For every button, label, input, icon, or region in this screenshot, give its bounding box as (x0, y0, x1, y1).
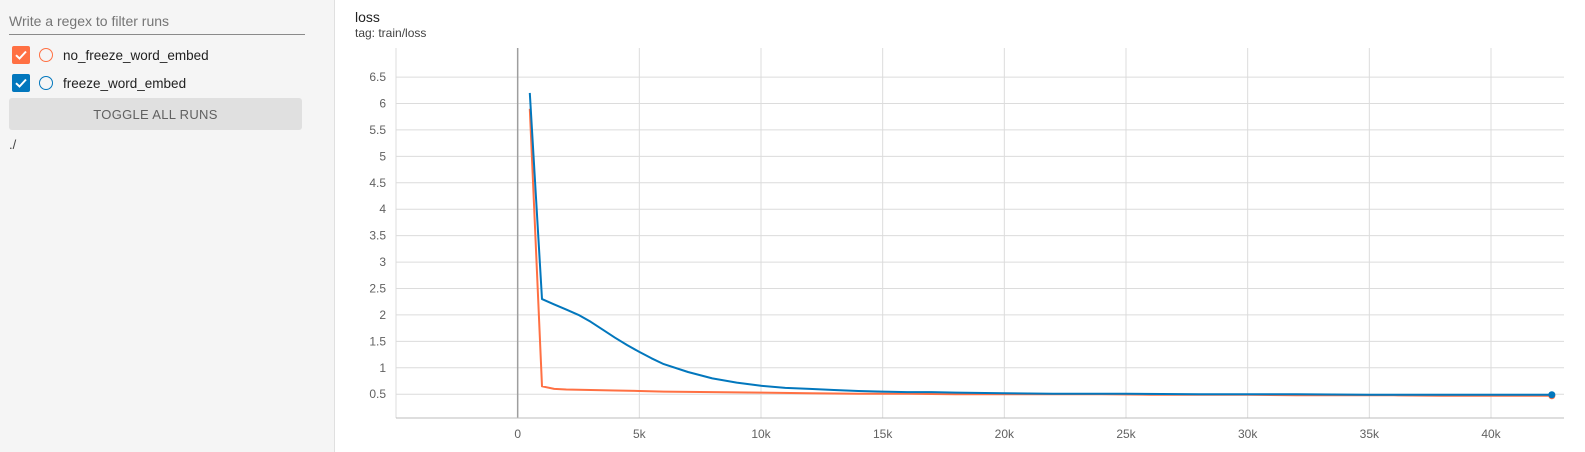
series-line-no-freeze-word-embed (528, 108, 1552, 397)
y-tick-label: 6 (379, 97, 386, 111)
y-tick-label: 2 (379, 308, 386, 322)
y-tick-label: 1 (379, 361, 386, 375)
x-tick-label: 5k (633, 427, 647, 441)
checkmark-icon (15, 78, 27, 88)
checkmark-icon (15, 50, 27, 60)
run-color-ring-icon[interactable] (39, 76, 53, 90)
checkbox-no-freeze-word-embed[interactable] (12, 46, 30, 64)
series-line-freeze-word-embed (528, 92, 1552, 396)
runs-sidebar: no_freeze_word_embed freeze_word_embed T… (0, 0, 335, 452)
run-label: no_freeze_word_embed (63, 47, 209, 63)
y-tick-label: 5.5 (369, 123, 386, 137)
y-tick-label: 6.5 (369, 70, 386, 84)
y-tick-label: 3 (379, 255, 386, 269)
y-tick-label: 1.5 (369, 334, 386, 348)
y-tick-label: 5 (379, 149, 386, 163)
scalar-card: loss tag: train/loss 0.5 1 1.5 2 2.5 3 3.5 4 4.5… (335, 0, 1585, 452)
y-tick-label: 3.5 (369, 229, 386, 243)
x-tick-label: 40k (1481, 427, 1501, 441)
x-tick-label: 35k (1360, 427, 1380, 441)
y-tick-label: 4 (379, 202, 386, 216)
loss-line-chart[interactable]: 0.5 1 1.5 2 2.5 3 3.5 4 4.5 5 5.5 6 6.5 0 5k 10k 15k 20k 2… (335, 0, 1584, 452)
x-tick-label: 15k (873, 427, 893, 441)
run-label: freeze_word_embed (63, 75, 187, 91)
x-tick-label: 10k (751, 427, 771, 441)
x-tick-label: 20k (995, 427, 1015, 441)
run-filter-input[interactable] (9, 8, 305, 35)
card-title: loss (355, 9, 380, 25)
x-tick-label: 0 (514, 427, 521, 441)
x-tick-label: 30k (1238, 427, 1258, 441)
run-color-ring-icon[interactable] (39, 48, 53, 62)
y-tick-label: 0.5 (369, 387, 386, 401)
run-row-no-freeze-word-embed[interactable]: no_freeze_word_embed (12, 45, 209, 65)
card-tag: tag: train/loss (355, 26, 427, 40)
run-path-label: ./ (9, 137, 17, 152)
x-tick-label: 25k (1116, 427, 1136, 441)
y-tick-label: 4.5 (369, 176, 386, 190)
series-end-point (1548, 391, 1556, 399)
toggle-all-runs-button[interactable]: TOGGLE ALL RUNS (9, 98, 302, 130)
run-row-freeze-word-embed[interactable]: freeze_word_embed (12, 73, 186, 93)
y-tick-label: 2.5 (369, 282, 386, 296)
checkbox-freeze-word-embed[interactable] (12, 74, 30, 92)
